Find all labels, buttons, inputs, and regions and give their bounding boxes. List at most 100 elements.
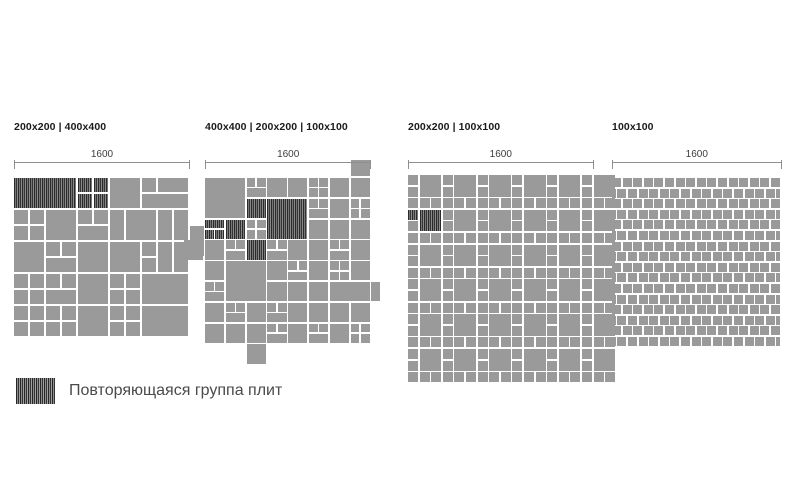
tile-brick: [665, 220, 674, 230]
tile-100: [512, 302, 523, 313]
tile-100: [489, 198, 500, 209]
tile-100: [582, 314, 592, 325]
tile-100: [593, 198, 604, 209]
tile-200: [593, 314, 616, 336]
tile-brick: [771, 241, 780, 251]
tile-brick: [739, 284, 749, 293]
tile-100: [454, 198, 465, 209]
tile: [110, 210, 125, 241]
tile-brick: [649, 294, 659, 304]
tile-100: [524, 267, 534, 278]
tile-brick: [733, 209, 743, 219]
tile: [14, 226, 29, 241]
tile: [309, 209, 329, 218]
tile-brick: [612, 326, 621, 336]
tile: [267, 313, 287, 322]
panel-title-3: 200x200 | 100x100: [408, 121, 501, 133]
tile-100: [547, 360, 558, 371]
tile-brick: [776, 273, 780, 283]
tile-100: [431, 233, 442, 243]
tile-100: [593, 267, 604, 278]
tile-100: [605, 233, 616, 243]
tile-200: [558, 349, 581, 371]
tile-100: [419, 198, 430, 209]
tile: [329, 323, 349, 343]
tile-100: [512, 279, 523, 290]
tile: [246, 344, 266, 364]
tile: [110, 306, 125, 321]
tile: [110, 322, 125, 337]
tile-100: [593, 372, 604, 383]
tile-100: [442, 360, 453, 371]
tile-brick: [712, 315, 722, 325]
tile-brick: [622, 220, 632, 230]
tile: [309, 178, 318, 187]
tile-brick: [728, 305, 738, 315]
tile-brick: [612, 315, 616, 325]
tile-100: [408, 349, 418, 359]
tile-100: [512, 291, 523, 301]
tile: [225, 240, 235, 250]
tile-100: [524, 233, 534, 243]
tile-100: [442, 325, 453, 336]
tile: [62, 242, 77, 257]
tile: [205, 178, 245, 218]
tile-100: [547, 372, 558, 383]
tile: [126, 210, 157, 241]
tile-brick: [760, 262, 770, 272]
tile-100: [512, 175, 523, 185]
tile: [309, 219, 329, 239]
tile-brick: [718, 220, 727, 230]
tile-brick: [739, 262, 749, 272]
tile-brick: [739, 241, 749, 251]
tile-brick: [654, 199, 664, 209]
tile-brick: [680, 315, 690, 325]
legend: Повторяющаяся группа плит: [16, 378, 282, 404]
tile-brick: [686, 241, 696, 251]
tile-brick: [755, 209, 765, 219]
tile: [309, 188, 318, 198]
tile-brick: [654, 262, 664, 272]
tile-100: [547, 221, 558, 232]
tile-100: [582, 325, 592, 336]
tile-brick: [744, 273, 754, 283]
tile-highlighted: [14, 178, 77, 209]
dimension-end-right: [780, 156, 782, 169]
tile: [110, 290, 125, 305]
tile-100: [512, 267, 523, 278]
tile: [288, 240, 308, 260]
tile-brick: [744, 231, 754, 240]
tile-brick: [675, 199, 685, 209]
tile-100: [535, 337, 546, 348]
tile-100: [466, 302, 476, 313]
tile: [246, 302, 266, 322]
tile-brick: [612, 231, 616, 240]
tile-brick: [627, 315, 637, 325]
panel-title-4: 100x100: [612, 121, 654, 133]
tile-200: [419, 244, 442, 267]
tile-brick: [702, 231, 712, 240]
tile-brick: [686, 220, 696, 230]
tile: [361, 198, 370, 208]
tile-highlighted: [205, 230, 214, 239]
tile-brick: [670, 337, 680, 346]
tile: [46, 258, 77, 273]
tile-100: [524, 337, 534, 348]
tile-100: [454, 372, 465, 383]
tile: [205, 292, 225, 302]
tile-100: [466, 233, 476, 243]
dimension-value: 1600: [681, 149, 712, 160]
tile-100: [582, 186, 592, 197]
tile-brick: [707, 305, 717, 315]
tile-brick: [755, 337, 765, 346]
tile-brick: [665, 284, 674, 293]
tile: [361, 323, 370, 333]
tile-100: [419, 337, 430, 348]
tile-100: [442, 291, 453, 301]
dimension-label: 1600: [205, 149, 372, 160]
tile-brick: [680, 252, 690, 262]
tile-brick: [702, 188, 712, 198]
tile-brick: [707, 220, 717, 230]
tile-brick: [643, 199, 653, 209]
tile-brick: [728, 284, 738, 293]
